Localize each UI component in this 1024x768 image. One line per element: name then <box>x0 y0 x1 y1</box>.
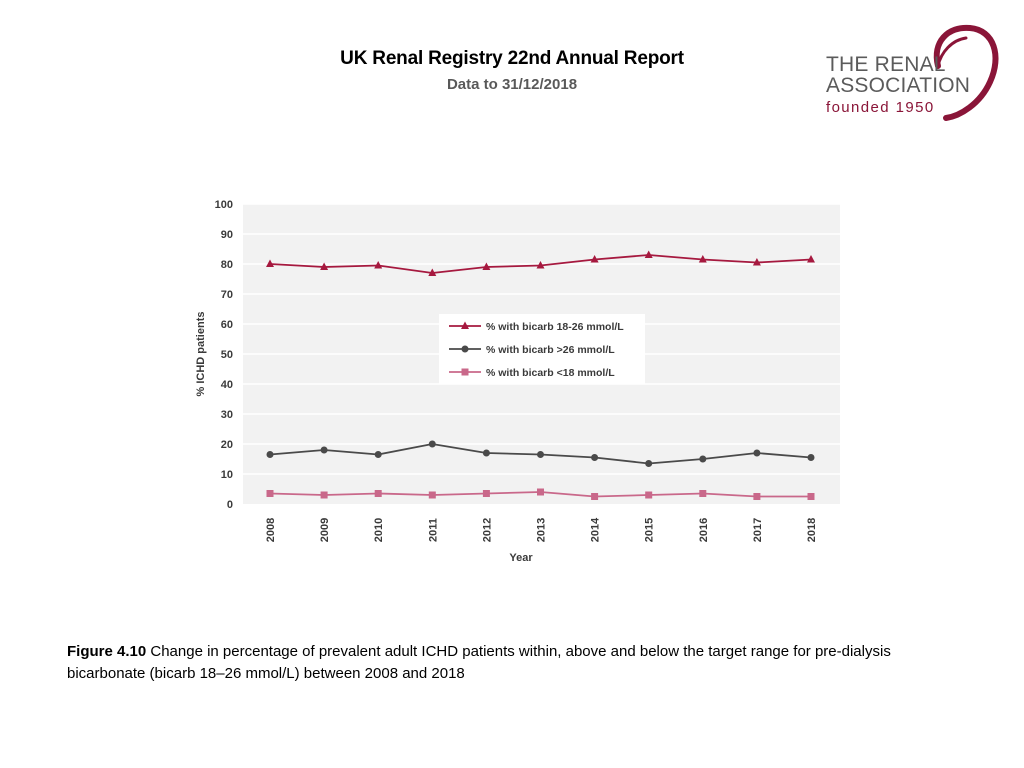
series-3-point <box>807 493 815 500</box>
legend-marker <box>461 321 469 329</box>
report-title: UK Renal Registry 22nd Annual Report <box>340 48 684 69</box>
series-1-point <box>698 255 707 263</box>
legend-label: % with bicarb >26 mmol/L <box>486 344 615 356</box>
y-tick-label: 10 <box>221 469 233 481</box>
series-1-point <box>266 259 274 267</box>
x-tick-label: 2011 <box>427 518 439 542</box>
y-tick-label: 30 <box>221 409 233 421</box>
renal-association-logo: THE RENAL ASSOCIATION founded 1950 <box>820 22 1000 122</box>
series-2-point <box>266 451 274 458</box>
figure-caption-text: Change in percentage of prevalent adult … <box>67 643 891 682</box>
series-3-point <box>266 490 274 497</box>
series-1-point <box>807 255 815 263</box>
series-3-point <box>320 491 328 499</box>
x-tick-label: 2010 <box>373 518 385 542</box>
series-1-point <box>374 261 383 269</box>
x-tick-label: 2014 <box>590 517 602 542</box>
series-2-point <box>645 460 653 467</box>
figure-caption: Figure 4.10 Change in percentage of prev… <box>67 641 947 685</box>
y-tick-label: 100 <box>215 199 233 211</box>
chart-svg: 0 10 20 30 40 50 60 70 80 90 100 2008 2009 2010 2011 20… <box>195 199 840 564</box>
series-3-point <box>428 491 436 499</box>
legend-marker <box>461 368 469 376</box>
series-2-point <box>374 451 382 458</box>
x-axis-label: Year <box>509 552 533 564</box>
y-tick-label: 40 <box>221 379 233 391</box>
series-3-point <box>645 491 653 499</box>
legend-label: % with bicarb 18-26 mmol/L <box>486 321 624 333</box>
y-tick-label: 0 <box>227 499 233 511</box>
x-tick-label: 2015 <box>644 518 656 542</box>
x-tick-label: 2018 <box>806 518 818 542</box>
series-3-point <box>699 490 707 497</box>
series-3-point <box>537 488 544 496</box>
legend-marker <box>461 345 469 353</box>
logo-line-1: THE RENAL <box>826 53 946 76</box>
logo-swirl-icon <box>933 24 999 121</box>
report-header: UK Renal Registry 22nd Annual Report Dat… <box>0 48 1024 93</box>
series-3-point <box>753 493 761 500</box>
series-2-point <box>482 449 490 457</box>
report-subtitle: Data to 31/12/2018 <box>446 76 578 93</box>
y-tick-label: 50 <box>221 349 233 361</box>
x-tick-label: 2013 <box>536 518 548 542</box>
series-2-point <box>699 455 707 463</box>
series-3-point <box>591 493 599 500</box>
series-1-point <box>752 258 761 266</box>
series-2-point <box>753 449 761 457</box>
y-tick-label: 60 <box>221 319 233 331</box>
series-1-point <box>428 268 437 276</box>
logo-line-2: ASSOCIATION <box>826 74 971 97</box>
series-3-point <box>374 490 382 497</box>
series-1-point <box>536 261 545 269</box>
x-tick-label: 2008 <box>265 518 277 542</box>
legend-label: % with bicarb <18 mmol/L <box>486 367 615 379</box>
series-1-point <box>320 262 329 270</box>
series-2-point <box>591 454 599 461</box>
x-tick-label: 2009 <box>319 518 331 542</box>
y-tick-label: 70 <box>221 289 233 301</box>
x-tick-label: 2017 <box>752 518 764 542</box>
series-1-point <box>482 262 491 270</box>
series-2-point <box>320 446 328 454</box>
series-2-point <box>537 451 544 458</box>
x-tick-label: 2012 <box>481 518 493 542</box>
y-tick-label: 90 <box>221 229 233 241</box>
bicarb-line-chart: 0 10 20 30 40 50 60 70 80 90 100 2008 2009 2010 2011 20… <box>180 190 860 585</box>
figure-label: Figure 4.10 <box>67 643 147 660</box>
series-3-point <box>482 490 490 497</box>
series-2-point <box>428 440 436 448</box>
y-axis-label: % ICHD patients <box>195 312 207 397</box>
logo-line-3: founded 1950 <box>826 99 935 116</box>
series-2-point <box>807 454 815 461</box>
x-tick-label: 2016 <box>698 518 710 542</box>
series-1-point <box>644 250 653 258</box>
y-tick-label: 20 <box>221 439 233 451</box>
y-tick-label: 80 <box>221 259 233 271</box>
series-1-point <box>590 255 599 263</box>
